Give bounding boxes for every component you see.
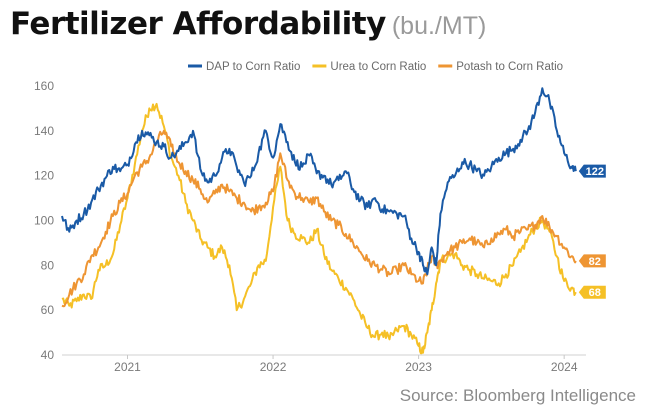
end-labels: 122 68 82	[578, 164, 606, 299]
unit-label: (bu./MT)	[391, 12, 487, 40]
series-line-dap-to-corn-ratio	[61, 87, 577, 276]
y-tick-label: 100	[34, 214, 54, 228]
y-tick-label: 120	[34, 169, 54, 183]
end-label-value: 82	[589, 256, 601, 268]
x-tick-label: 2022	[260, 360, 287, 374]
chart-title: Fertilizer Affordability (bu./MT)	[10, 6, 486, 42]
series-line-potash-to-corn-ratio	[61, 129, 577, 308]
source-note: Source: Bloomberg Intelligence	[399, 386, 636, 405]
series-lines	[61, 87, 577, 355]
end-label-value: 122	[586, 166, 604, 178]
legend-label: DAP to Corn Ratio	[206, 61, 300, 73]
axes: 40 60 80 100 120 140 160 2021 2022 2023 2024	[34, 79, 586, 374]
y-tick-label: 40	[41, 348, 55, 362]
series-line-urea-to-corn-ratio	[61, 102, 577, 355]
legend-label: Urea to Corn Ratio	[330, 61, 426, 73]
title-text: Fertilizer Affordability	[10, 6, 386, 42]
x-tick-label: 2021	[114, 360, 141, 374]
y-tick-label: 140	[34, 124, 54, 138]
end-label-tag	[578, 164, 606, 178]
y-tick-label: 80	[41, 258, 55, 272]
end-label-tag	[578, 285, 606, 299]
y-tick-label: 160	[34, 79, 54, 93]
end-label-value: 68	[589, 287, 601, 299]
y-tick-label: 60	[41, 303, 55, 317]
x-tick-label: 2023	[405, 360, 432, 374]
legend: DAP to Corn Ratio Urea to Corn Ratio Potas…	[188, 61, 563, 73]
x-tick-label: 2024	[551, 360, 578, 374]
legend-label: Potash to Corn Ratio	[456, 61, 563, 73]
end-label-tag	[578, 254, 606, 268]
